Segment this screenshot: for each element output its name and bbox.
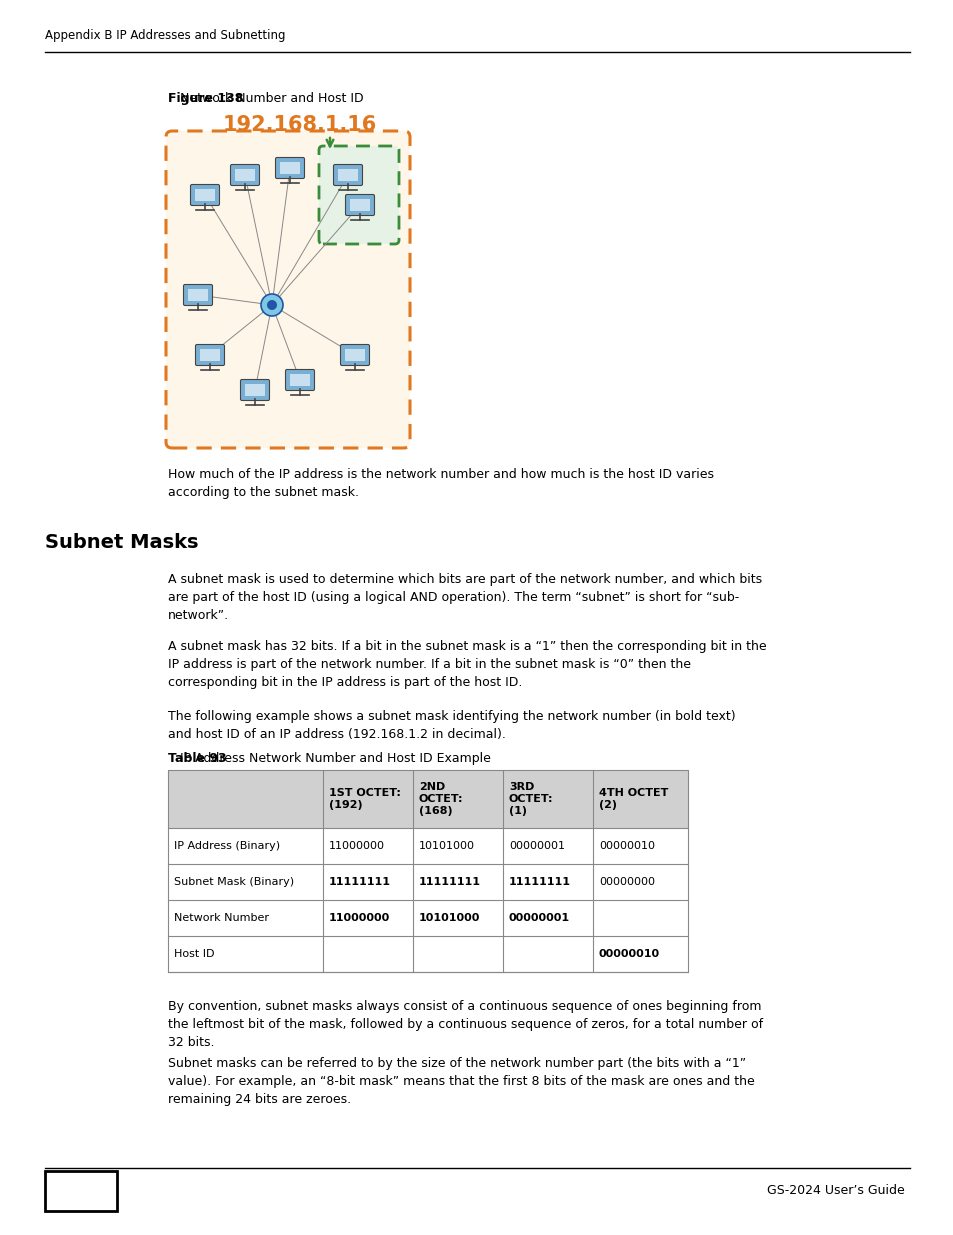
Text: 00000001: 00000001 bbox=[509, 913, 570, 923]
Text: 1ST OCTET:
(192): 1ST OCTET: (192) bbox=[329, 788, 400, 810]
Text: 11000000: 11000000 bbox=[329, 913, 390, 923]
Text: Network Number and Host ID: Network Number and Host ID bbox=[168, 91, 363, 105]
Text: Table 93: Table 93 bbox=[168, 752, 227, 764]
Bar bbox=[245, 384, 265, 396]
Bar bbox=[280, 162, 299, 174]
Bar bbox=[168, 769, 687, 827]
Bar bbox=[168, 769, 687, 972]
Text: Appendix B IP Addresses and Subnetting: Appendix B IP Addresses and Subnetting bbox=[45, 28, 285, 42]
Text: 11000000: 11000000 bbox=[329, 841, 385, 851]
Bar bbox=[350, 199, 370, 211]
Bar bbox=[45, 1171, 117, 1212]
Bar bbox=[234, 169, 254, 182]
Text: 10101000: 10101000 bbox=[418, 913, 480, 923]
Text: 11111111: 11111111 bbox=[329, 877, 391, 887]
Text: 11111111: 11111111 bbox=[509, 877, 571, 887]
FancyBboxPatch shape bbox=[345, 194, 375, 215]
Text: 00000010: 00000010 bbox=[598, 948, 659, 960]
FancyBboxPatch shape bbox=[166, 131, 410, 448]
FancyBboxPatch shape bbox=[275, 158, 304, 179]
Bar bbox=[194, 189, 214, 201]
FancyBboxPatch shape bbox=[240, 379, 269, 400]
FancyBboxPatch shape bbox=[183, 284, 213, 305]
Text: How much of the IP address is the network number and how much is the host ID var: How much of the IP address is the networ… bbox=[168, 468, 713, 499]
Text: GS-2024 User’s Guide: GS-2024 User’s Guide bbox=[766, 1183, 904, 1197]
FancyBboxPatch shape bbox=[191, 184, 219, 205]
FancyBboxPatch shape bbox=[334, 164, 362, 185]
Text: 00000000: 00000000 bbox=[598, 877, 655, 887]
Text: 242: 242 bbox=[60, 1179, 101, 1198]
Bar bbox=[200, 350, 220, 361]
FancyBboxPatch shape bbox=[318, 146, 398, 245]
Text: 192.168.1.16: 192.168.1.16 bbox=[223, 115, 376, 135]
Text: 2ND
OCTET:
(168): 2ND OCTET: (168) bbox=[418, 783, 463, 815]
Text: Subnet Masks: Subnet Masks bbox=[45, 534, 198, 552]
FancyBboxPatch shape bbox=[285, 369, 314, 390]
FancyBboxPatch shape bbox=[195, 345, 224, 366]
Text: IP Address Network Number and Host ID Example: IP Address Network Number and Host ID Ex… bbox=[168, 752, 491, 764]
Circle shape bbox=[261, 294, 283, 316]
Text: Host ID: Host ID bbox=[173, 948, 214, 960]
FancyBboxPatch shape bbox=[340, 345, 369, 366]
Text: IP Address (Binary): IP Address (Binary) bbox=[173, 841, 280, 851]
Text: 10101000: 10101000 bbox=[418, 841, 475, 851]
Text: 00000010: 00000010 bbox=[598, 841, 655, 851]
Bar bbox=[345, 350, 365, 361]
Text: By convention, subnet masks always consist of a continuous sequence of ones begi: By convention, subnet masks always consi… bbox=[168, 1000, 762, 1049]
Text: Figure 138: Figure 138 bbox=[168, 91, 243, 105]
Text: 3RD
OCTET:
(1): 3RD OCTET: (1) bbox=[509, 783, 553, 815]
Text: 00000001: 00000001 bbox=[509, 841, 564, 851]
Bar bbox=[290, 374, 310, 387]
Text: The following example shows a subnet mask identifying the network number (in bol: The following example shows a subnet mas… bbox=[168, 710, 735, 741]
Bar bbox=[337, 169, 357, 182]
Bar bbox=[188, 289, 208, 301]
Text: Subnet Mask (Binary): Subnet Mask (Binary) bbox=[173, 877, 294, 887]
Text: 11111111: 11111111 bbox=[418, 877, 480, 887]
Text: Network Number: Network Number bbox=[173, 913, 269, 923]
Text: A subnet mask has 32 bits. If a bit in the subnet mask is a “1” then the corresp: A subnet mask has 32 bits. If a bit in t… bbox=[168, 640, 766, 689]
FancyBboxPatch shape bbox=[231, 164, 259, 185]
Text: 4TH OCTET
(2): 4TH OCTET (2) bbox=[598, 788, 668, 810]
Text: Subnet masks can be referred to by the size of the network number part (the bits: Subnet masks can be referred to by the s… bbox=[168, 1057, 754, 1107]
Circle shape bbox=[267, 300, 276, 310]
Text: A subnet mask is used to determine which bits are part of the network number, an: A subnet mask is used to determine which… bbox=[168, 573, 761, 622]
